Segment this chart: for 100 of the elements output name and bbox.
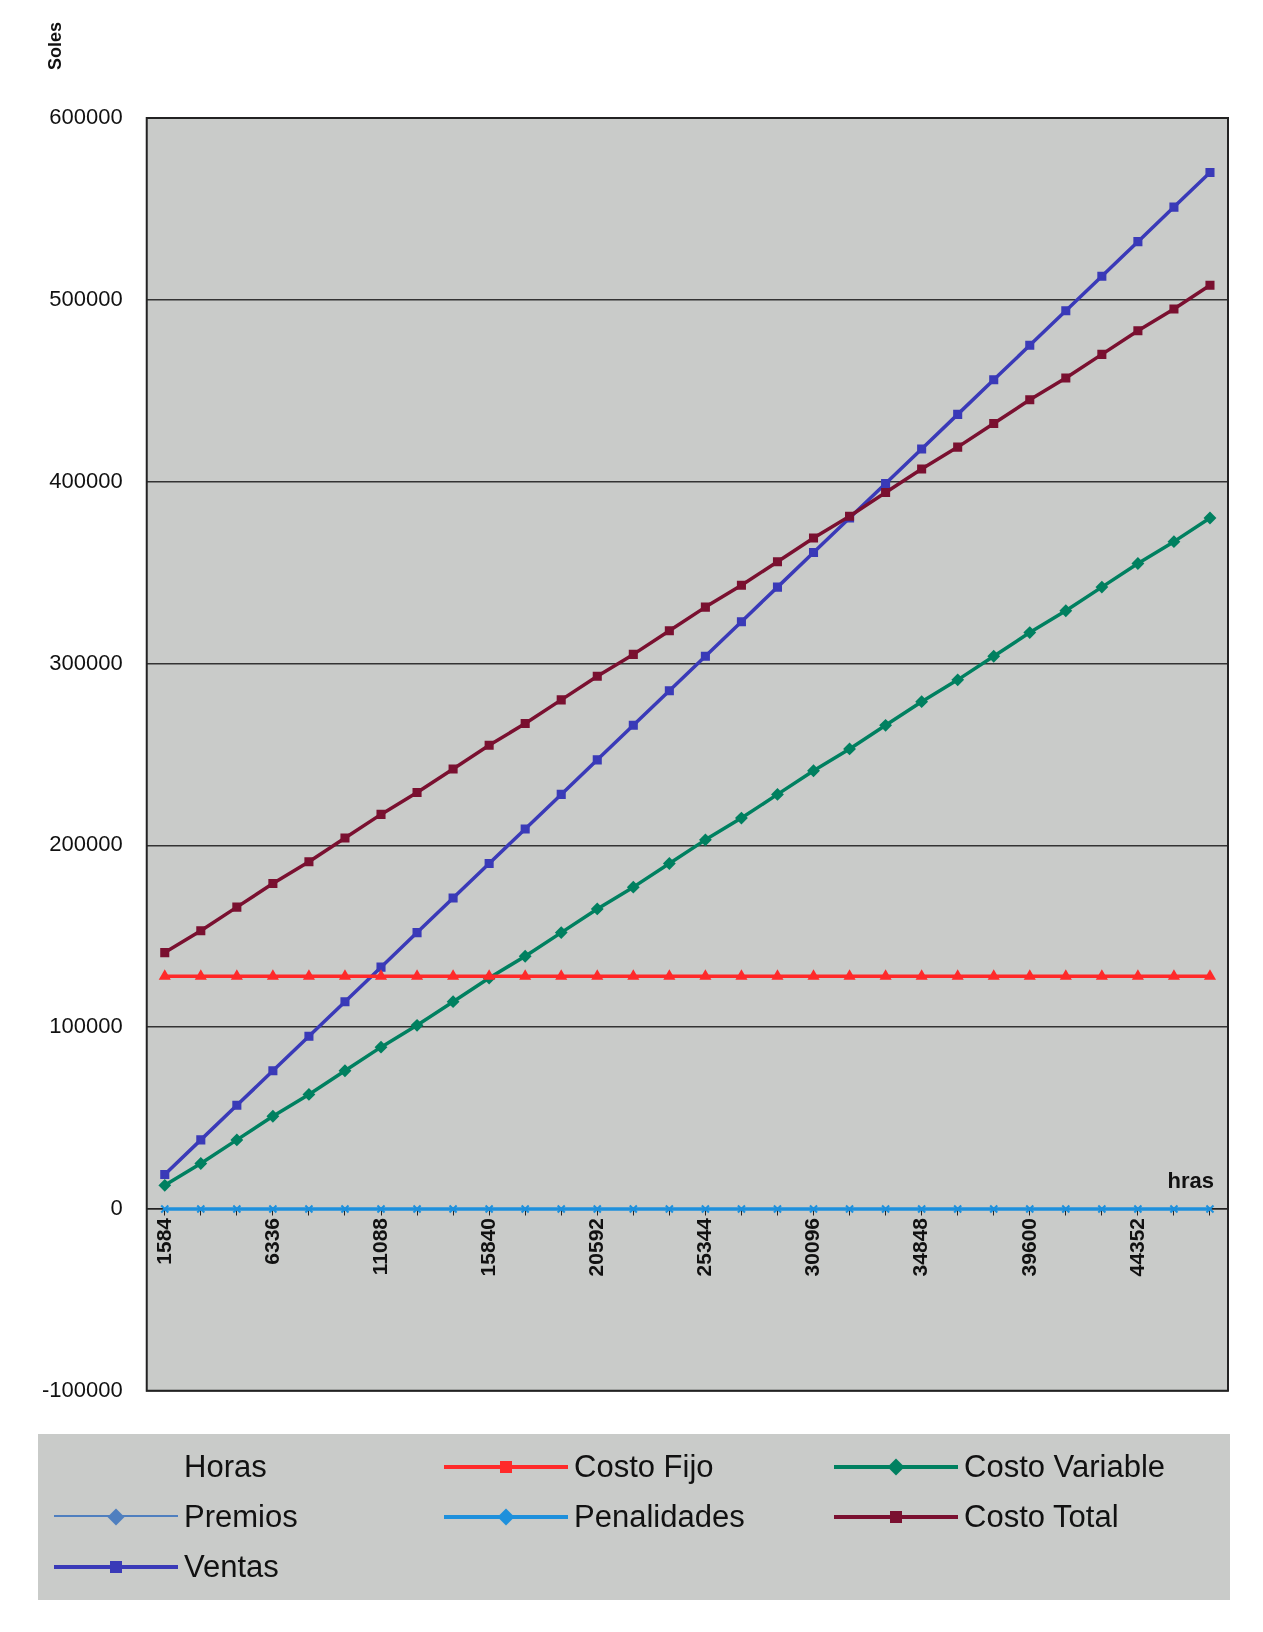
point [375,970,387,980]
point [700,1204,710,1214]
legend-label: Ventas [184,1549,279,1585]
point [1061,306,1071,316]
point [194,1157,207,1170]
point [159,970,171,980]
point [158,1179,171,1192]
point [412,788,422,798]
point [302,1088,315,1101]
point [736,970,747,980]
point [556,789,566,799]
x-tick-label: 30096 [800,1217,824,1277]
point [592,755,602,765]
y-tick-label: 100000 [49,1013,123,1039]
point [339,970,351,980]
point [628,720,638,730]
point [1025,395,1035,405]
point [808,1204,819,1214]
point [484,1204,494,1214]
point [1169,304,1179,314]
point [1132,970,1144,980]
point [520,1204,530,1214]
x-tick-label: 34848 [908,1217,932,1277]
point [772,557,783,567]
point [988,970,1000,980]
point [520,824,530,834]
point [664,686,674,696]
point [448,764,458,774]
y-tick-label: 400000 [49,467,123,493]
point [592,1204,602,1214]
point [736,1204,746,1214]
point [555,970,567,980]
point [1023,626,1036,639]
point [555,926,568,939]
point [1169,1204,1179,1214]
point [1061,373,1071,383]
point [987,650,1000,663]
point [376,809,386,819]
point [232,1100,242,1110]
point [1205,280,1215,290]
point [268,1204,278,1214]
point [700,970,711,980]
point [230,1133,243,1146]
point [880,970,891,980]
point [664,1204,674,1214]
point [340,833,350,843]
point [1133,1204,1143,1214]
point [1167,535,1180,548]
point [1059,604,1072,617]
point [845,1204,855,1214]
point [664,626,674,636]
point [1204,970,1216,980]
point [484,740,494,750]
point [771,788,784,801]
point [268,1066,278,1076]
point [735,812,748,825]
point [1131,557,1144,570]
point [628,1204,638,1214]
point [808,533,819,543]
point [556,695,566,705]
point [484,858,494,869]
y-tick-label: 600000 [49,104,123,130]
legend-label: Costo Variable [964,1449,1166,1485]
point [304,1204,314,1214]
point [1205,168,1215,178]
point [519,970,531,980]
point [772,970,783,980]
legend-label: Costo Fijo [574,1449,714,1485]
point [1097,271,1107,281]
point [232,1204,242,1214]
point [196,1135,206,1145]
point [1097,349,1107,359]
point [195,970,207,980]
point [591,970,603,980]
legend-label: Costo Total [964,1499,1119,1535]
point [304,857,314,867]
point [736,617,746,627]
point [915,695,928,708]
point [700,651,710,661]
y-tick-label: 0 [110,1195,123,1221]
x-tick-label: 11088 [367,1217,391,1276]
point [304,1031,314,1041]
point [1096,970,1108,980]
point [1205,1204,1215,1214]
x-tick-label: 44352 [1124,1217,1148,1277]
point [231,970,243,980]
point [989,1204,999,1214]
x-tick-label: 20592 [584,1217,608,1277]
point [196,926,206,936]
point [879,719,892,732]
point [160,948,170,958]
point [196,1204,206,1214]
x-axis-title: hras [1167,1168,1214,1194]
point [1025,1204,1035,1214]
point [447,995,460,1008]
point [232,902,242,912]
point [411,970,423,980]
legend-label: Premios [184,1499,298,1535]
point [1061,1204,1071,1214]
point [917,1204,927,1214]
